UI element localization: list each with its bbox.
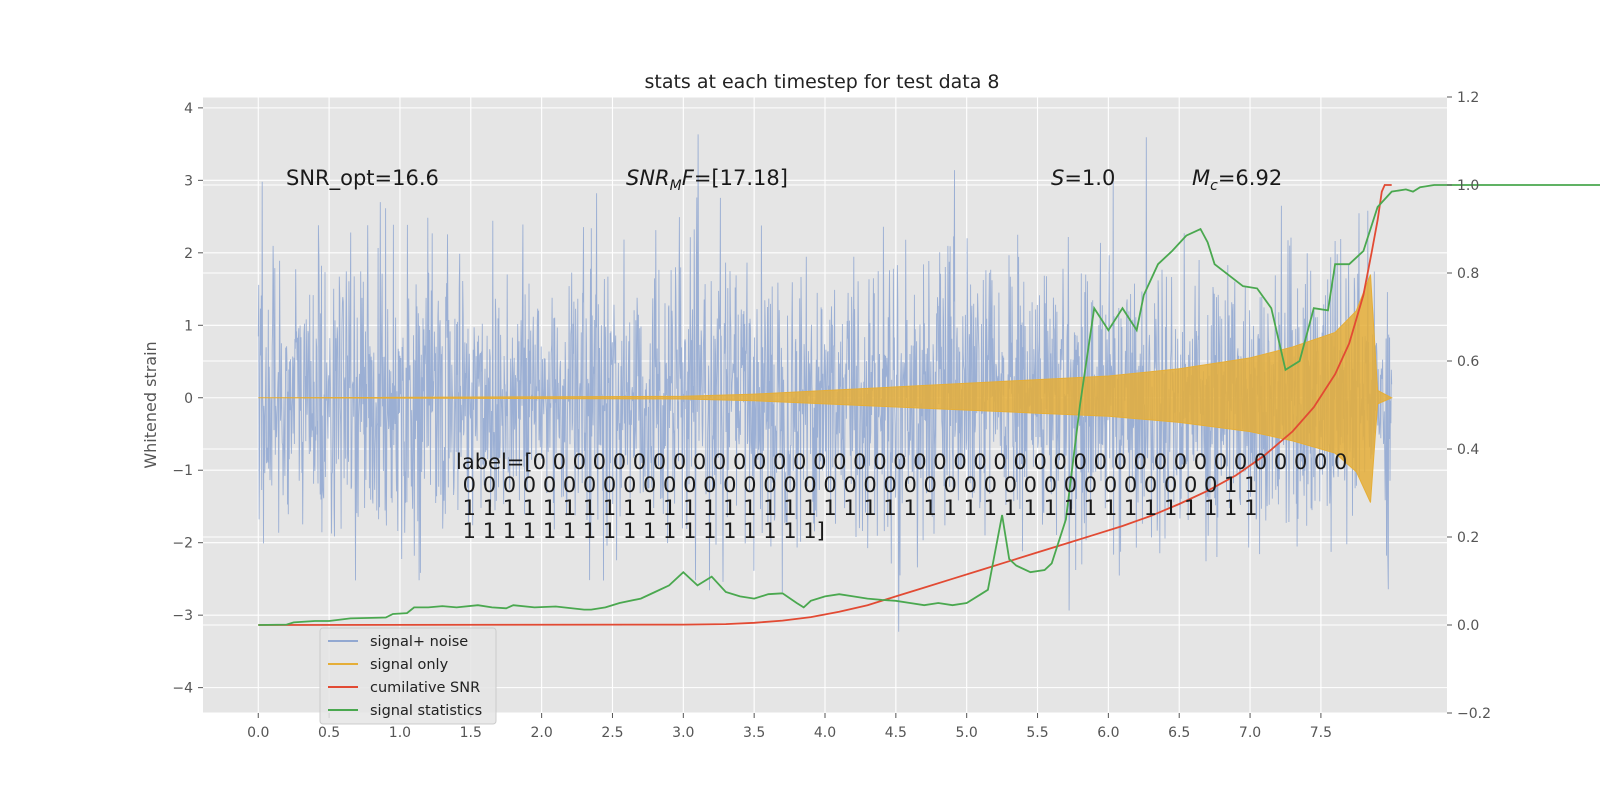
y2-tick-label: 0.0 <box>1457 618 1479 634</box>
snr-opt-annotation: SNR_opt=16.6 <box>286 166 439 191</box>
label-line-2: 0 0 0 0 0 0 0 0 0 0 0 0 0 0 0 0 0 0 0 0 … <box>456 473 1257 497</box>
x-tick-label: 4.0 <box>814 725 836 741</box>
x-tick-label: 5.0 <box>956 725 978 741</box>
x-tick-label: 3.0 <box>672 725 694 741</box>
x-tick-label: 7.0 <box>1239 725 1261 741</box>
legend-label-signal-noise: signal+ noise <box>370 634 468 650</box>
y-tick-label: −1 <box>172 463 193 479</box>
y-tick-label: 1 <box>184 318 193 334</box>
mc-annotation: Mc=6.92 <box>1192 166 1282 194</box>
x-tick-label: 4.5 <box>885 725 907 741</box>
mc-variable: M <box>1192 166 1210 190</box>
s-variable: S <box>1051 166 1064 190</box>
x-tick-label: 6.5 <box>1168 725 1190 741</box>
x-tick-label: 3.5 <box>743 725 765 741</box>
s-annotation: S=1.0 <box>1051 166 1115 190</box>
legend: signal+ noise signal only cumilative SNR… <box>319 627 497 725</box>
x-tick-label: 7.5 <box>1310 725 1332 741</box>
snr-mf-subscript: M <box>670 178 682 194</box>
legend-label-signal-only: signal only <box>370 657 449 673</box>
snr-mf-prefix: SNR <box>626 166 670 190</box>
y2-tick-label: 1.2 <box>1457 90 1479 106</box>
label-annotation: label=[0 0 0 0 0 0 0 0 0 0 0 0 0 0 0 0 0… <box>456 450 1347 543</box>
label-line-4: 1 1 1 1 1 1 1 1 1 1 1 1 1 1 1 1 1 1] <box>456 519 825 543</box>
y-axis-label: Whitened strain <box>141 341 160 468</box>
x-tick-label: 1.5 <box>460 725 482 741</box>
series-cumulative-snr <box>258 184 1392 626</box>
mc-subscript: c <box>1210 178 1218 194</box>
series-signal-statistics <box>258 184 1600 626</box>
y2-tick-label: 0.6 <box>1457 354 1479 370</box>
mc-value: =6.92 <box>1218 166 1282 190</box>
label-line-1: label=[0 0 0 0 0 0 0 0 0 0 0 0 0 0 0 0 0… <box>456 450 1347 474</box>
x-tick-label: 0.0 <box>247 725 269 741</box>
y-tick-label: 3 <box>184 173 193 189</box>
chart-title: stats at each timestep for test data 8 <box>644 71 999 93</box>
y-tick-label: −3 <box>172 608 193 624</box>
x-tick-label: 5.5 <box>1026 725 1048 741</box>
y2-tick-label: 0.2 <box>1457 530 1479 546</box>
y2-tick-label: 1.0 <box>1457 178 1479 194</box>
s-value: =1.0 <box>1064 166 1115 190</box>
x-tick-label: 6.0 <box>1097 725 1119 741</box>
y2-tick-label: −0.2 <box>1457 706 1491 722</box>
y2-tick-label: 0.8 <box>1457 266 1479 282</box>
y2-tick-label: 0.4 <box>1457 442 1479 458</box>
snr-mf-value: F=[17.18] <box>682 166 788 190</box>
y-tick-label: 4 <box>184 101 193 117</box>
series-signal-only <box>258 274 1393 503</box>
legend-label-signal-statistics: signal statistics <box>370 703 482 719</box>
legend-label-cumulative-snr: cumilative SNR <box>370 680 480 696</box>
x-tick-label: 2.0 <box>530 725 552 741</box>
y-tick-label: 2 <box>184 246 193 262</box>
legend-box <box>319 627 497 725</box>
x-tick-label: 1.0 <box>389 725 411 741</box>
snr-mf-annotation: SNRMF=[17.18] <box>626 166 788 194</box>
x-tick-label: 2.5 <box>601 725 623 741</box>
x-tick-label: 0.5 <box>318 725 340 741</box>
plot-content <box>257 134 1600 632</box>
axes: 0.0 0.5 1.0 1.5 2.0 2.5 3.0 3.5 4.0 4.5 5.0 5.5 6.0 6… <box>172 90 1491 741</box>
y-tick-label: −2 <box>172 536 193 552</box>
y-tick-label: −4 <box>172 681 193 697</box>
y-tick-label: 0 <box>184 391 193 407</box>
label-line-3: 1 1 1 1 1 1 1 1 1 1 1 1 1 1 1 1 1 1 1 1 … <box>456 496 1257 520</box>
